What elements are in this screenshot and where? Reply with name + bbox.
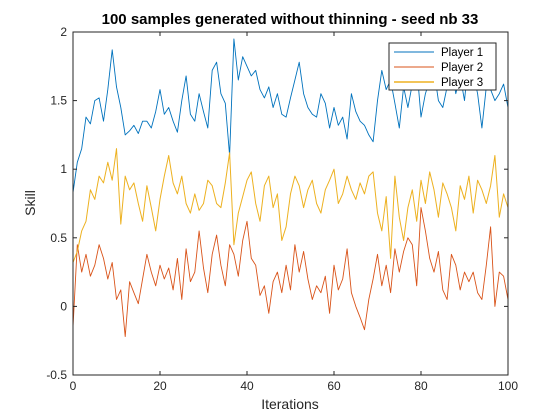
x-tick-label: 100	[498, 379, 518, 393]
x-tick-label: 40	[240, 379, 254, 393]
chart-title: 100 samples generated without thinning -…	[102, 11, 479, 28]
legend: Player 1 Player 2 Player 3	[388, 42, 497, 91]
y-axis-label: Skill	[22, 190, 38, 216]
series-line-player-3	[72, 148, 509, 263]
y-tick-label: 1	[60, 162, 67, 176]
x-tick-label: 80	[414, 379, 428, 393]
axes-box	[72, 31, 509, 376]
legend-label-player-3: Player 3	[441, 77, 483, 89]
y-tick-label: 1.5	[50, 94, 67, 108]
x-tick-label: 0	[70, 379, 77, 393]
y-tick-label: 0	[60, 299, 67, 313]
y-tick-label: -0.5	[46, 368, 67, 382]
x-tick-label: 60	[327, 379, 341, 393]
x-tick-label: 20	[153, 379, 167, 393]
series-line-player-2	[72, 207, 509, 338]
y-tick-label: 0.5	[50, 231, 67, 245]
legend-label-player-2: Player 2	[441, 62, 483, 74]
y-tick-label: 2	[60, 25, 67, 39]
x-axis-label: Iterations	[261, 396, 319, 412]
legend-label-player-1: Player 1	[441, 47, 483, 59]
ticks-layer: 0 20 40 60 80 100-0.500.511.52	[46, 25, 518, 393]
